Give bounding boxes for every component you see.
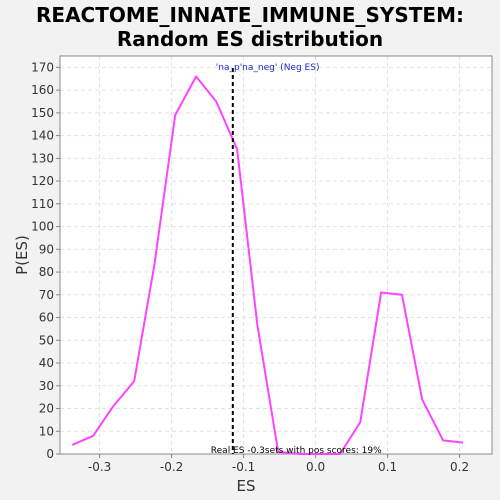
y-tick-label: 40 [39, 356, 54, 370]
distribution-line [71, 75, 464, 455]
y-tick-label: 0 [46, 447, 54, 461]
y-tick-label: 110 [31, 197, 54, 211]
x-tick-label: -0.1 [232, 460, 255, 474]
y-tick-label: 20 [39, 402, 54, 416]
y-tick-label: 120 [31, 174, 54, 188]
y-tick-label: 140 [31, 129, 54, 143]
y-tick-label: 160 [31, 83, 54, 97]
x-axis-label: ES [237, 477, 256, 495]
y-tick-label: 150 [31, 106, 54, 120]
plot-background [60, 56, 492, 454]
y-tick-label: 30 [39, 379, 54, 393]
y-axis-label: P(ES) [13, 235, 31, 275]
footer-note: Real ES -0.3sets with pos scores: 19% [211, 446, 382, 456]
x-tick-label: -0.2 [160, 460, 183, 474]
y-tick-label: 60 [39, 311, 54, 325]
y-tick-label: 100 [31, 220, 54, 234]
plot-frame [59, 55, 493, 455]
real-es-label: 'na_p'na_neg' (Neg ES) [216, 63, 320, 73]
chart-subtitle: Random ES distribution [116, 27, 384, 51]
y-tick-label: 80 [39, 265, 54, 279]
y-tick-label: 170 [31, 60, 54, 74]
x-tick-label: 0.2 [450, 460, 469, 474]
y-tick-label: 70 [39, 288, 54, 302]
y-tick-label: 90 [39, 242, 54, 256]
y-tick-label: 130 [31, 151, 54, 165]
x-tick-label: -0.3 [88, 460, 111, 474]
x-tick-label: 0.1 [378, 460, 397, 474]
y-tick-label: 10 [39, 424, 54, 438]
y-tick-label: 50 [39, 333, 54, 347]
x-tick-label: 0.0 [306, 460, 325, 474]
chart-title: REACTOME_INNATE_IMMUNE_SYSTEM: [36, 3, 464, 27]
